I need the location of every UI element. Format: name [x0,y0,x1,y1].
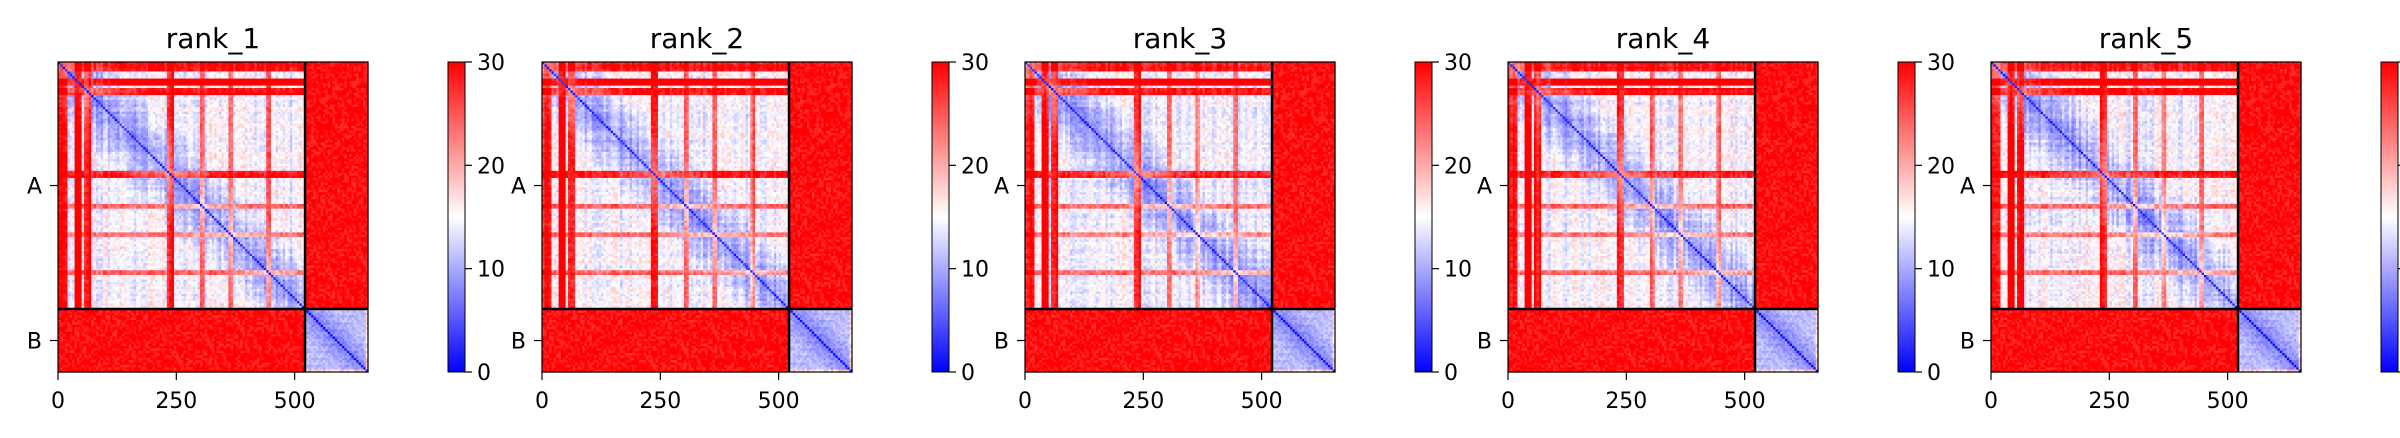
heatmap-cells [58,62,369,373]
